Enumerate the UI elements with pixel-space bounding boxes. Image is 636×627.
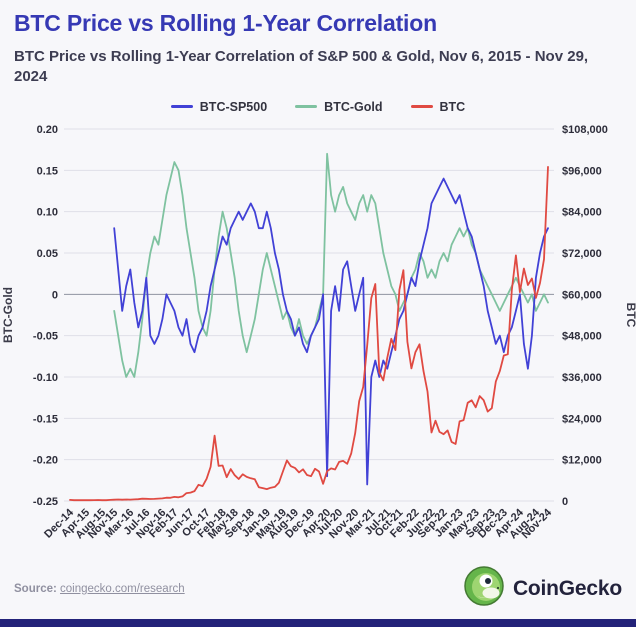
source-label: Source: [14,582,57,595]
series-line-btc [69,165,549,501]
y-left-tick: 0 [52,289,58,301]
y-right-tick: $96,000 [562,165,602,177]
y-left-tick: -0.10 [33,372,58,384]
y-left-tick: 0.20 [37,124,58,136]
page-title: BTC Price vs Rolling 1-Year Correlation [14,10,437,36]
y-right-tick: $24,000 [562,413,602,425]
y-right-tick: $84,000 [562,206,602,218]
legend-label: BTC [439,99,466,114]
right-axis-title: BTC [624,302,636,327]
legend-swatch [295,105,318,108]
series-line-btc-sp500 [113,177,549,485]
legend-swatch [410,105,433,108]
brand: CoinGecko [464,566,622,611]
chart-header: BTC Price vs Rolling 1-Year Correlation … [0,0,636,88]
y-left-tick: -0.20 [33,454,58,466]
y-left-tick: 0.05 [37,248,58,260]
y-left-tick: -0.15 [33,413,58,425]
legend-swatch [170,105,193,108]
legend-item-btc[interactable]: BTC [410,99,466,114]
y-right-tick: $12,000 [562,454,602,466]
source-link[interactable]: coingecko.com/research [60,582,185,595]
left-axis-title: BTC-Gold [1,287,15,343]
legend-label: BTC-SP500 [199,99,268,114]
y-right-tick: 0 [562,496,568,508]
chart-svg: 0.20 0.15 0.10 0.05 0 -0.05 -0.10 -0.15 -0.20 -0.… [1,124,636,541]
page-subtitle: BTC Price vs Rolling 1-Year Correlation … [14,48,589,86]
brand-name: CoinGecko [512,576,622,600]
y-right-tick: $48,000 [562,330,602,342]
footer: Source: coingecko.com/research CoinGecko [0,566,636,627]
legend-item-btc-gold[interactable]: BTC-Gold [295,99,383,114]
coingecko-gecko-icon [464,566,504,611]
legend-item-btc-sp500[interactable]: BTC-SP500 [170,99,268,114]
y-left-tick: -0.25 [33,496,58,508]
y-right-tick: $60,000 [562,289,602,301]
y-right-tick: $36,000 [562,372,602,384]
bottom-bar [0,619,636,627]
y-right-tick: $108,000 [562,124,608,136]
y-left-tick: -0.05 [33,330,58,342]
legend: BTC-SP500 BTC-Gold BTC [170,99,466,114]
y-right-tick: $72,000 [562,248,602,260]
y-left-tick: 0.15 [37,165,58,177]
source-note: Source: coingecko.com/research [14,583,185,595]
y-left-tick: 0.10 [37,206,58,218]
legend-label: BTC-Gold [324,99,383,114]
